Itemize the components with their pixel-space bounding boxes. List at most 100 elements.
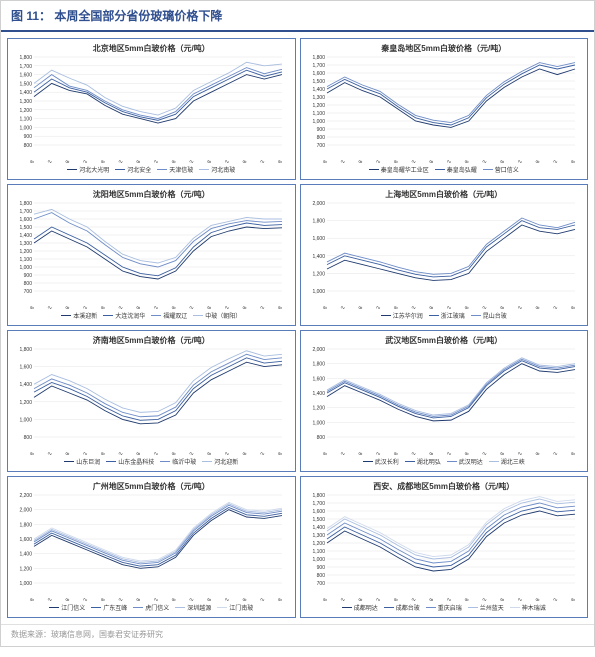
legend-label: 昆山台玻 — [483, 311, 507, 320]
svg-text:1,700: 1,700 — [19, 64, 32, 70]
svg-text:900: 900 — [24, 134, 33, 140]
svg-text:17/08: 17/08 — [496, 451, 506, 455]
svg-text:18/02: 18/02 — [513, 451, 523, 455]
series-line — [327, 499, 575, 559]
svg-text:12/08: 12/08 — [318, 597, 328, 601]
svg-text:1,100: 1,100 — [312, 549, 325, 555]
svg-text:1,200: 1,200 — [19, 249, 32, 255]
legend: 成都明达成都台玻重庆启瑞兰州蓝天神木瑞诚 — [303, 601, 586, 615]
legend-item: 昆山台玻 — [471, 311, 507, 320]
svg-text:1,100: 1,100 — [19, 257, 32, 263]
svg-text:18/02: 18/02 — [513, 305, 523, 309]
line-chart: 7008009001,0001,1001,2001,3001,4001,5001… — [10, 201, 286, 309]
svg-text:14/02: 14/02 — [372, 597, 382, 601]
legend-item: 河北迎新 — [202, 457, 238, 466]
legend-swatch — [199, 169, 209, 170]
svg-text:1,600: 1,600 — [312, 509, 325, 515]
svg-text:1,800: 1,800 — [19, 522, 32, 528]
svg-text:1,200: 1,200 — [312, 541, 325, 547]
svg-text:13/02: 13/02 — [336, 451, 346, 455]
svg-text:2,000: 2,000 — [19, 508, 32, 514]
series-line — [34, 70, 282, 120]
line-chart: 1,0001,2001,4001,6001,8002,00012/0813/02… — [303, 201, 579, 309]
svg-text:2,000: 2,000 — [312, 201, 325, 207]
legend-item: 成都台玻 — [384, 603, 420, 612]
svg-text:15/02: 15/02 — [115, 597, 125, 601]
legend-label: 江门南玻 — [229, 603, 253, 612]
svg-text:15/02: 15/02 — [115, 159, 125, 163]
legend-swatch — [91, 607, 101, 608]
legend-item: 成都明达 — [342, 603, 378, 612]
legend-label: 营口信义 — [495, 165, 519, 174]
svg-text:14/08: 14/08 — [389, 305, 399, 309]
svg-text:1,400: 1,400 — [312, 254, 325, 260]
svg-text:13/02: 13/02 — [44, 597, 54, 601]
svg-text:1,500: 1,500 — [312, 517, 325, 523]
svg-text:1,000: 1,000 — [312, 289, 325, 295]
svg-text:1,300: 1,300 — [312, 533, 325, 539]
svg-text:900: 900 — [316, 565, 325, 571]
svg-text:12/08: 12/08 — [318, 451, 328, 455]
svg-text:1,700: 1,700 — [312, 63, 325, 69]
svg-text:1,700: 1,700 — [312, 501, 325, 507]
chart-panel: 武汉地区5mm白玻价格（元/吨）8001,0001,2001,4001,6001… — [300, 330, 589, 472]
svg-text:16/02: 16/02 — [442, 305, 452, 309]
svg-text:14/08: 14/08 — [389, 451, 399, 455]
legend-label: 秦皇岛弘耀 — [447, 165, 477, 174]
svg-text:15/08: 15/08 — [132, 451, 142, 455]
svg-text:14/08: 14/08 — [97, 305, 107, 309]
svg-text:12/08: 12/08 — [26, 159, 36, 163]
svg-text:15/08: 15/08 — [132, 159, 142, 163]
legend-swatch — [489, 461, 499, 462]
svg-text:19/08: 19/08 — [274, 597, 284, 601]
series-line — [327, 65, 575, 125]
svg-text:16/08: 16/08 — [168, 159, 178, 163]
legend-swatch — [384, 607, 394, 608]
svg-text:19/08: 19/08 — [566, 159, 576, 163]
svg-text:1,300: 1,300 — [312, 95, 325, 101]
legend-item: 秦皇岛弘耀 — [435, 165, 477, 174]
svg-text:1,600: 1,600 — [312, 71, 325, 77]
svg-text:1,400: 1,400 — [19, 233, 32, 239]
legend-swatch — [115, 169, 125, 170]
legend-item: 虎门信义 — [133, 603, 169, 612]
legend-label: 广东互峰 — [103, 603, 127, 612]
svg-text:1,000: 1,000 — [312, 557, 325, 563]
svg-text:900: 900 — [316, 127, 325, 133]
svg-text:14/02: 14/02 — [79, 597, 89, 601]
legend: 武汉长利湖北明弘武汉明达湖北三峡 — [303, 455, 586, 469]
svg-text:17/08: 17/08 — [203, 305, 213, 309]
svg-text:1,200: 1,200 — [312, 406, 325, 412]
svg-text:1,600: 1,600 — [19, 365, 32, 371]
line-chart: 8001,0001,2001,4001,6001,8002,00012/0813… — [303, 347, 579, 455]
svg-text:14/08: 14/08 — [389, 159, 399, 163]
svg-text:19/08: 19/08 — [566, 451, 576, 455]
series-line — [327, 225, 575, 280]
legend-label: 天津信玻 — [169, 165, 193, 174]
svg-text:16/08: 16/08 — [168, 597, 178, 601]
svg-text:17/08: 17/08 — [203, 597, 213, 601]
legend-item: 福耀双辽 — [151, 311, 187, 320]
svg-text:19/02: 19/02 — [549, 451, 559, 455]
legend-item: 广东互峰 — [91, 603, 127, 612]
line-chart: 7008009001,0001,1001,2001,3001,4001,5001… — [303, 493, 579, 601]
legend-label: 河北安全 — [127, 165, 151, 174]
svg-text:1,100: 1,100 — [312, 111, 325, 117]
panel-title: 武汉地区5mm白玻价格（元/吨） — [303, 335, 586, 346]
series-line — [327, 497, 575, 557]
legend-item: 临沂中玻 — [160, 457, 196, 466]
svg-text:14/08: 14/08 — [97, 451, 107, 455]
panel-title: 秦皇岛地区5mm白玻价格（元/吨） — [303, 43, 586, 54]
svg-text:1,600: 1,600 — [19, 537, 32, 543]
svg-text:800: 800 — [316, 435, 325, 441]
svg-text:1,000: 1,000 — [19, 417, 32, 423]
svg-text:18/02: 18/02 — [513, 597, 523, 601]
svg-text:13/02: 13/02 — [44, 305, 54, 309]
svg-text:17/02: 17/02 — [185, 305, 195, 309]
series-line — [327, 358, 575, 415]
svg-text:19/08: 19/08 — [274, 305, 284, 309]
legend-item: 山东金晶科技 — [106, 457, 154, 466]
legend-label: 河北南玻 — [211, 165, 235, 174]
legend-swatch — [363, 461, 373, 462]
svg-text:13/08: 13/08 — [61, 159, 71, 163]
